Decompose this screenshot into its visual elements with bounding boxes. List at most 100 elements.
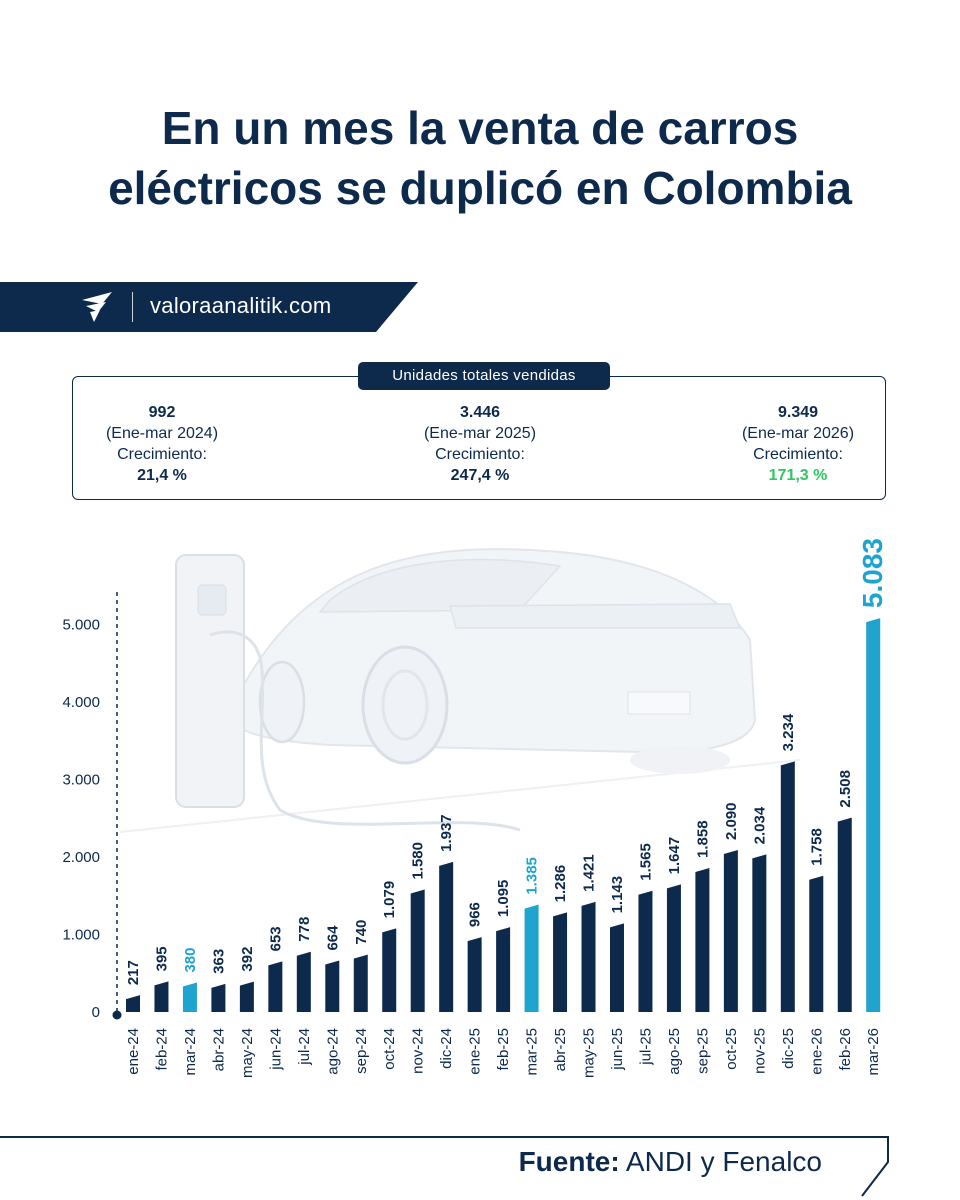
x-tick-label-sep-25: sep-25 [694,1028,711,1074]
y-tick-label: 4.000 [62,694,100,711]
bar-feb-26 [837,817,852,1012]
value-label-jun-25: 1.143 [609,876,626,914]
brand-banner: valoraanalitik.com [0,282,420,332]
value-label-ene-25: 966 [467,902,484,927]
bar-feb-24 [154,981,169,1012]
x-tick-label-jun-25: jun-25 [609,1028,626,1071]
summary-period: (Ene-mar 2025) [423,425,537,442]
value-label-dic-24: 1.937 [438,814,455,852]
source-text: ANDI y Fenalco [625,1146,822,1177]
bar-oct-24 [382,928,397,1012]
value-label-sep-24: 740 [353,920,370,945]
summary-value: 3.446 [459,404,501,421]
summary-period: (Ene-mar 2024) [105,425,219,442]
summary-growth-label: Crecimiento: [435,446,525,463]
bar-ago-25 [666,884,681,1012]
x-tick-label-ene-26: ene-26 [808,1028,825,1075]
bar-nov-24 [410,889,425,1012]
bar-chart: 0 1.000 2.000 3.000 4.000 5.000 217 395 380 363 3… [62,538,888,1078]
value-label-feb-26: 2.508 [837,770,854,808]
bar-ene-24 [126,995,140,1012]
value-label-dic-25: 3.234 [780,713,797,751]
x-tick-label-dic-25: dic-25 [780,1028,797,1069]
bar-sep-25 [695,868,710,1012]
brand-url[interactable]: valoraanalitik.com [150,293,332,318]
value-label-mar-24: 380 [182,948,199,973]
bar-dic-24 [439,861,454,1012]
axis-origin-dot [112,1010,122,1020]
summary-growth: 171,3 % [768,467,828,484]
x-tick-label-feb-26: feb-26 [837,1028,854,1071]
value-label-nov-24: 1.580 [410,842,427,880]
value-label-jun-24: 653 [267,926,284,951]
value-label-oct-25: 2.090 [723,802,740,840]
y-tick-label: 2.000 [62,849,100,866]
x-tick-label-oct-24: oct-24 [381,1028,398,1070]
source-note: Fuente: ANDI y Fenalco [519,1146,822,1178]
bar-may-25 [581,901,596,1012]
bar-abr-25 [553,912,568,1012]
x-tick-label-may-24: may-24 [239,1028,256,1078]
valora-analitik-logo-icon [82,292,112,322]
x-tick-label-mar-24: mar-24 [182,1028,199,1076]
x-tick-label-jun-24: jun-24 [267,1028,284,1071]
x-tick-label-jul-25: jul-25 [637,1028,654,1066]
x-tick-label-mar-26: mar-26 [865,1028,882,1076]
summary-growth-label: Crecimiento: [753,446,843,463]
bar-ago-24 [325,960,340,1012]
bar-jul-25 [638,890,653,1012]
value-label-abr-24: 363 [210,949,227,974]
value-label-nov-25: 2.034 [751,806,768,844]
summary-value: 9.349 [777,404,819,421]
value-label-sep-25: 1.858 [694,820,711,858]
bar-jul-24 [296,951,311,1012]
bar-mar-26 [866,618,881,1012]
bar-dic-25 [780,761,795,1012]
bar-jun-24 [268,961,283,1012]
x-tick-label-mar-25: mar-25 [524,1028,541,1076]
x-tick-label-sep-24: sep-24 [353,1028,370,1074]
x-tick-label-ago-24: ago-24 [324,1028,341,1075]
y-tick-label: 5.000 [62,617,100,634]
summary-growth-label: Crecimiento: [117,446,207,463]
value-label-feb-25: 1.095 [495,880,512,918]
value-label-mar-26: 5.083 [857,538,888,608]
y-tick-label: 3.000 [62,772,100,789]
summary-growth: 21,4 % [137,467,187,484]
x-tick-label-feb-25: feb-25 [495,1028,512,1071]
x-tick-label-ago-25: ago-25 [666,1028,683,1075]
y-tick-label: 1.000 [62,927,100,944]
summary-label: Unidades totales vendidas [358,362,610,390]
value-label-abr-25: 1.286 [552,865,569,903]
value-label-ene-24: 217 [125,960,142,985]
x-tick-label-nov-25: nov-25 [751,1028,768,1074]
value-label-may-24: 392 [239,947,256,972]
x-tick-label-abr-25: abr-25 [552,1028,569,1071]
bar-jun-25 [609,923,624,1012]
x-tick-label-may-25: may-25 [581,1028,598,1078]
value-label-ago-24: 664 [324,925,341,951]
value-label-may-25: 1.421 [581,854,598,892]
value-label-jul-24: 778 [296,917,313,942]
brand-separator [132,292,133,322]
summary-growth: 247,4 % [450,467,510,484]
x-tick-label-abr-24: abr-24 [210,1028,227,1071]
bar-sep-24 [353,954,368,1012]
summary-2025: 3.446 (Ene-mar 2025) Crecimiento: 247,4 … [370,402,590,486]
bar-oct-25 [723,850,738,1012]
bar-nov-25 [752,854,767,1012]
x-tick-label-ene-24: ene-24 [125,1028,142,1075]
value-label-ene-26: 1.758 [808,828,825,866]
summary-value: 992 [148,404,176,421]
x-tick-label-nov-24: nov-24 [410,1028,427,1074]
bar-mar-24 [182,982,197,1012]
bar-feb-25 [496,927,511,1012]
x-tick-label-feb-24: feb-24 [153,1028,170,1071]
summary-period: (Ene-mar 2026) [741,425,855,442]
bar-ene-25 [467,937,482,1012]
electric-car-illustration [119,548,801,833]
value-label-jul-25: 1.565 [637,843,654,881]
value-label-oct-24: 1.079 [381,881,398,919]
y-tick-label: 0 [92,1004,100,1021]
bar-ene-26 [809,875,824,1012]
